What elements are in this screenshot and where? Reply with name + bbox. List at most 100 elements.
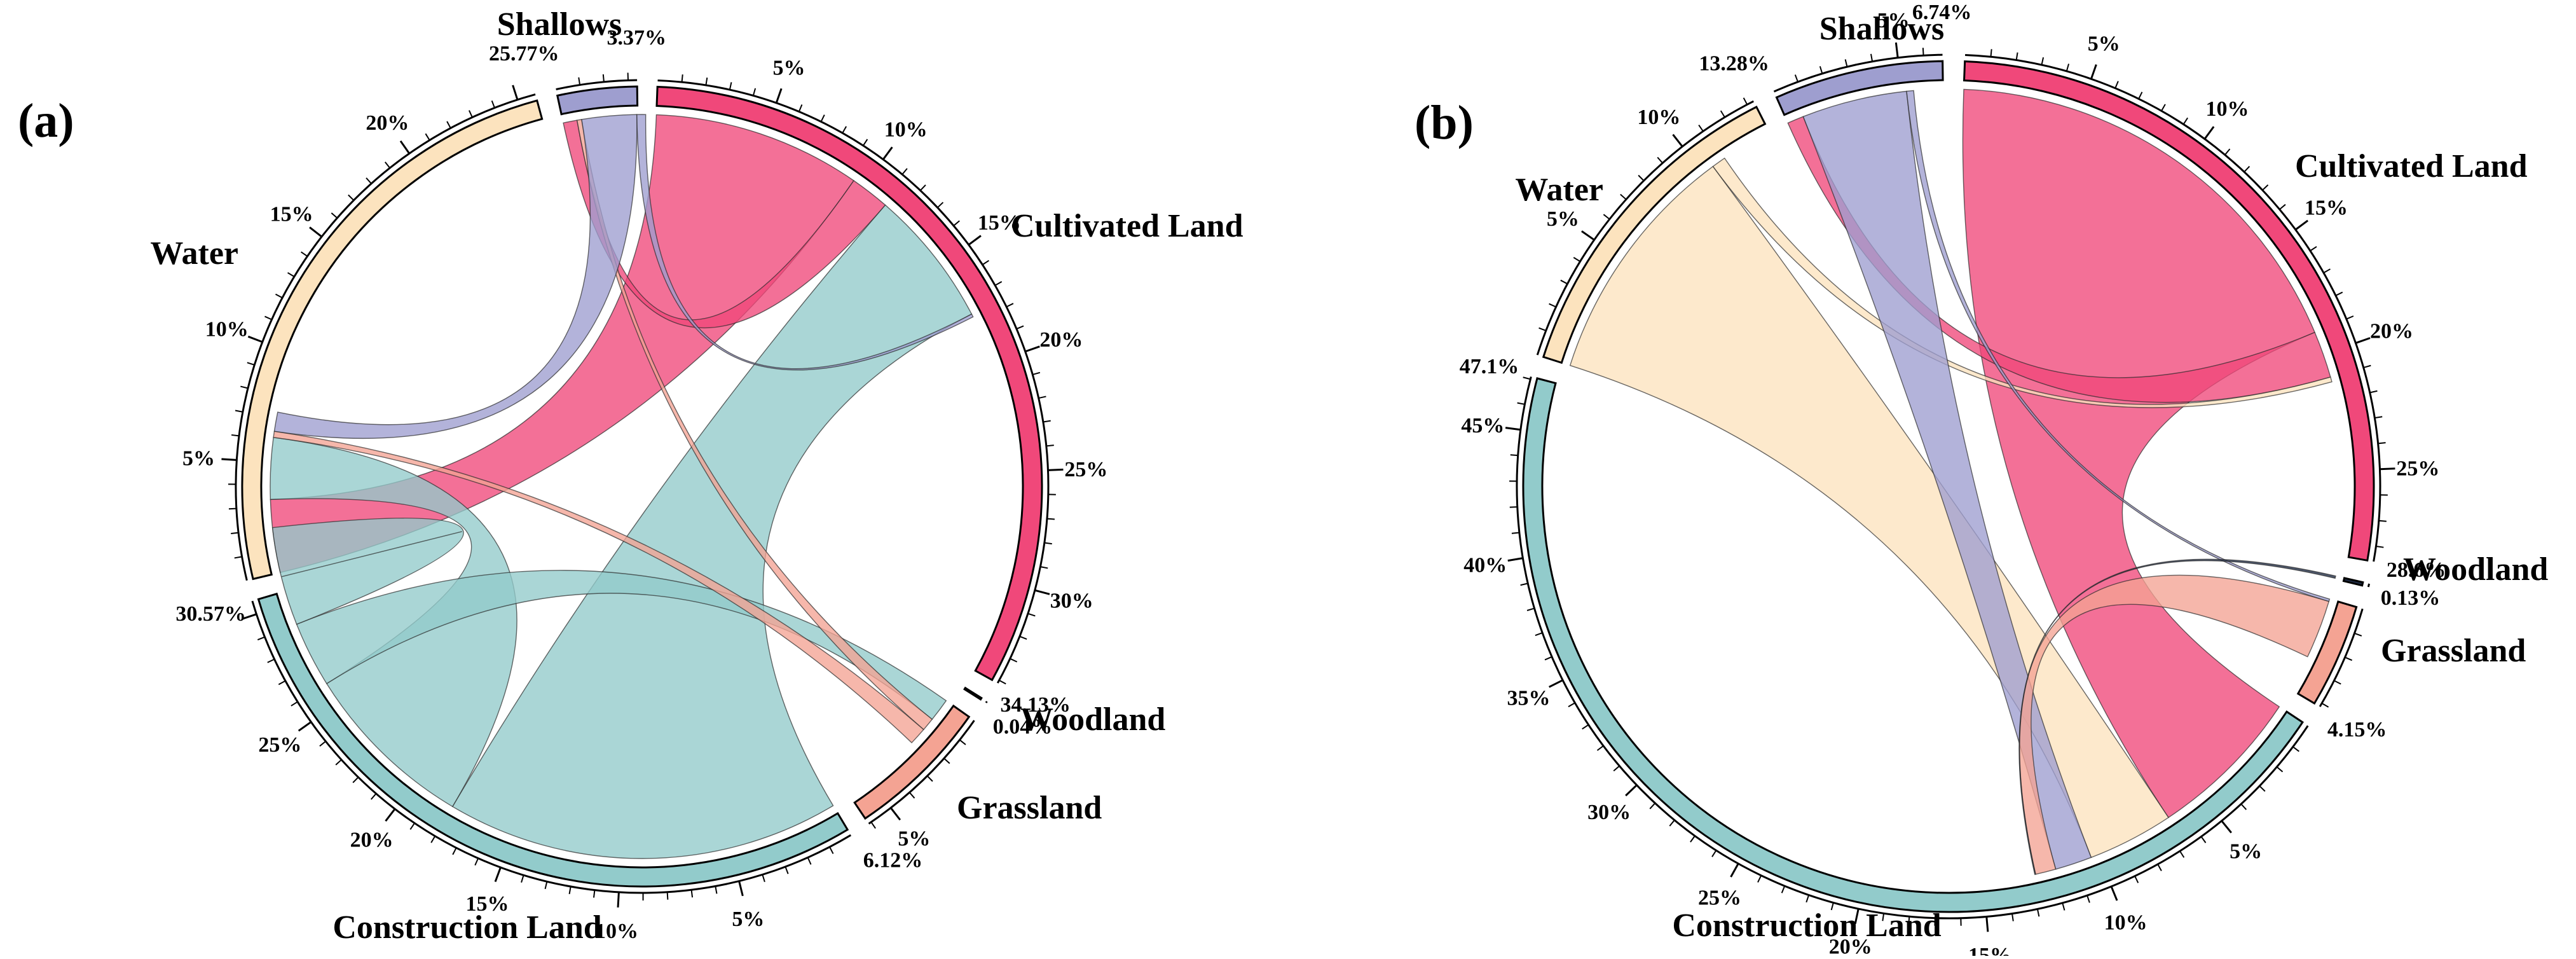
tick-mark [371,794,376,799]
tick-mark [910,792,915,798]
tick-mark [2277,767,2282,772]
tick-label: 20% [366,111,409,135]
tick-mark [2162,104,2165,111]
tick-mark [2115,81,2118,88]
tick-mark [891,808,900,820]
tick-mark [231,533,238,534]
tick-mark [431,836,435,843]
tick-mark [1535,633,1542,635]
category-label-water: Water [150,235,238,272]
tick-mark [1603,214,1609,219]
tick-mark [969,236,981,245]
tick-mark [2280,205,2285,210]
tick-mark [1638,176,1643,181]
tick-mark [2017,53,2018,60]
tick-mark [1521,583,1528,585]
tick-mark [401,141,409,154]
tick-label: 5% [898,827,930,851]
category-label-cultivated-land: Cultivated Land [2295,148,2528,184]
tick-mark [830,847,833,854]
category-label-woodland: Woodland [2403,551,2548,588]
tick-mark [1561,280,1568,284]
tick-label: 20% [2370,320,2413,343]
tick-mark [320,742,325,747]
tick-label: 40% [1463,554,1507,577]
tick-mark [2041,57,2043,65]
tick-label: 5% [1547,207,1579,231]
tick-mark [2370,391,2378,393]
tick-mark [883,147,892,159]
tick-mark [1545,657,1552,660]
tick-mark [2038,909,2039,916]
tick-mark [2322,703,2328,707]
tick-mark [366,178,371,184]
tick-mark [2184,118,2188,124]
tick-mark [1505,428,1521,430]
tick-mark [1006,303,1013,307]
tick-label: 30% [1587,801,1631,824]
tick-mark [2376,546,2383,548]
tick-mark [1549,680,1563,687]
total-label-construction-land: 30.57% [175,602,246,626]
tick-mark [785,867,788,874]
tick-mark [1046,445,1054,446]
tick-mark [579,78,580,85]
chord-ribbons [1570,89,2336,874]
tick-mark [2241,804,2246,810]
tick-mark [1620,195,1626,200]
ring-axis-woodland [986,701,987,703]
tick-mark [1582,231,1594,240]
tick-mark [2346,316,2353,319]
tick-mark [1035,590,1050,594]
tick-mark [545,881,547,889]
tick-mark [1699,125,1703,132]
tick-mark [348,195,354,200]
tick-mark [275,294,282,298]
tick-mark [618,892,619,907]
tick-mark [706,78,707,85]
tick-mark [902,169,907,174]
tick-mark [336,760,341,765]
tick-mark [2139,92,2142,99]
tick-mark [821,115,825,122]
tick-mark [2334,680,2341,684]
tick-label: 10% [884,118,928,141]
tick-mark [1712,850,1716,857]
tick-mark [1871,54,1872,62]
tick-mark [1039,396,1046,398]
chord-ribbons [270,114,973,859]
category-label-cultivated-land: Cultivated Land [1011,208,1243,244]
tick-mark [353,777,358,783]
tick-mark [863,139,868,146]
tick-mark [1512,533,1519,534]
tick-mark [1020,637,1027,639]
tick-mark [944,759,950,764]
tick-mark [2336,292,2343,295]
tick-mark [221,459,236,460]
tick-mark [1820,66,1823,73]
tick-mark [762,874,765,881]
category-label-construction-land: Construction Land [332,909,601,946]
tick-mark [1597,746,1603,750]
tick-mark [1523,377,1531,379]
tick-mark [999,680,1006,684]
tick-label: 25% [1064,458,1107,481]
tick-mark [1613,766,1619,771]
tick-mark [1669,820,1675,826]
tick-mark [1047,519,1055,520]
tick-mark [1744,98,1748,105]
tick-mark [682,74,683,82]
total-label-water: 13.28% [1699,52,1769,76]
category-label-woodland: Woodland [1020,701,1165,738]
tick-mark [739,881,743,896]
total-label-construction-land: 47.1% [1460,355,1519,378]
tick-mark [2062,903,2064,911]
ring-arc-shallows [558,86,638,114]
tick-mark [2374,417,2382,418]
tick-label: 45% [1461,414,1504,438]
tick-mark [1690,836,1695,842]
chord-panel-a: (a)5%10%15%20%25%30%34.13%Cultivated Lan… [18,6,1243,946]
tick-mark [235,556,242,558]
category-label-shallows: Shallows [1819,11,1945,47]
tick-label: 25% [1698,886,1741,909]
